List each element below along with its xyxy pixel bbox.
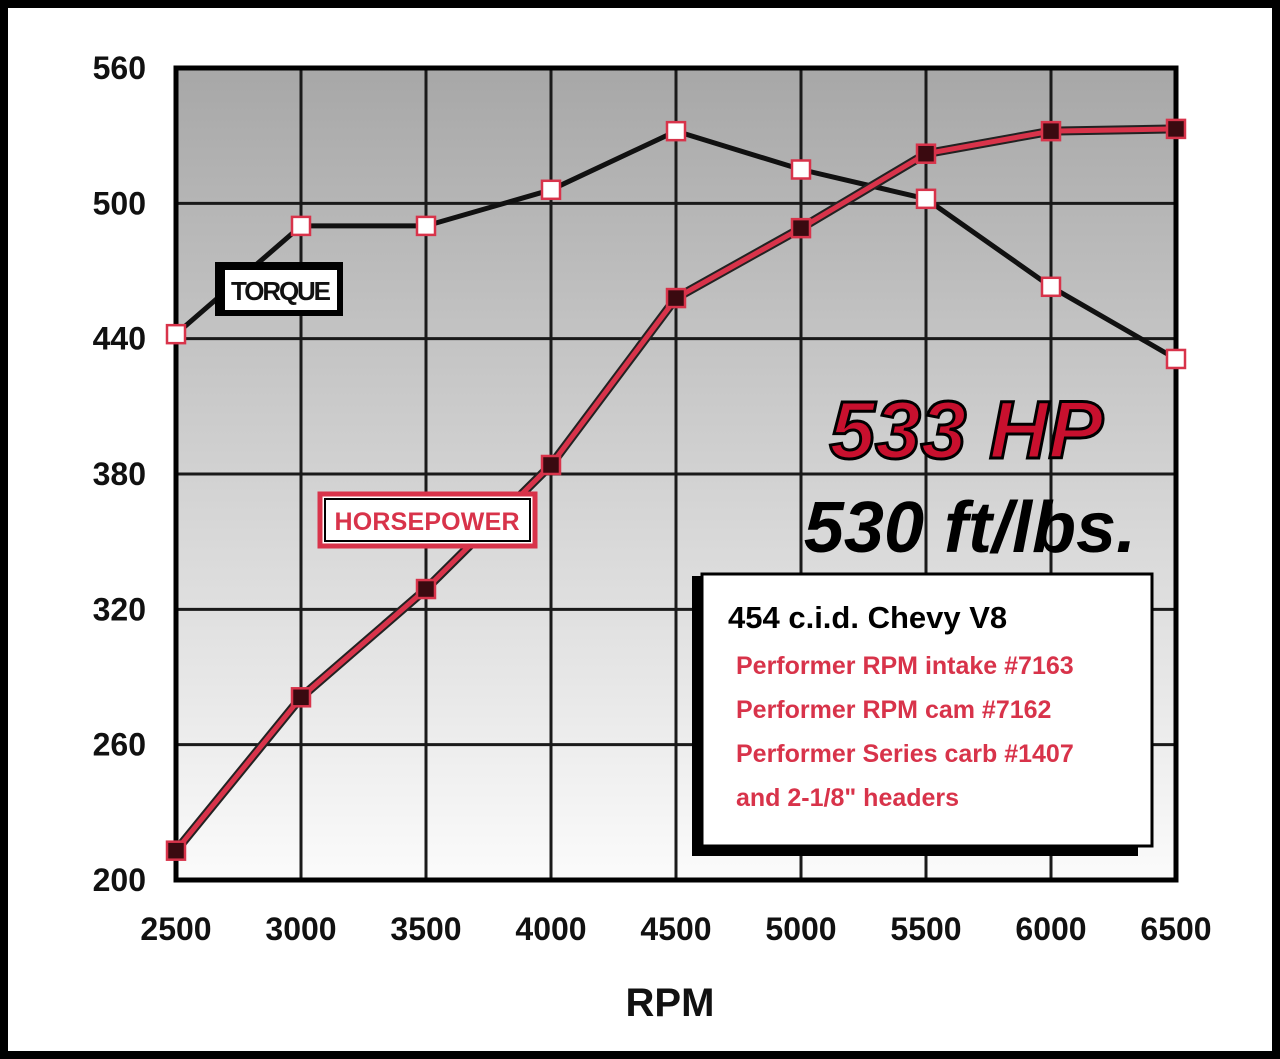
x-tick-label: 6000 (1015, 911, 1086, 947)
data-point-marker (1165, 348, 1187, 370)
series-layer (165, 118, 1187, 861)
x-axis-ticks: 2500 3000 3500 4000 4500 5000 5500 6000 6500 (140, 911, 1211, 947)
x-tick-label: 4500 (640, 911, 711, 947)
y-tick-label: 500 (93, 185, 146, 221)
dyno-chart: 200 260 320 380 440 500 560 2500 3000 3500 4000 45… (93, 50, 1212, 1025)
x-tick-label: 3500 (390, 911, 461, 947)
data-point-marker (415, 578, 437, 600)
headline-hp: 533 HP (829, 385, 1103, 476)
data-point-marker (1040, 120, 1062, 142)
data-point-marker (540, 179, 562, 201)
x-tick-label: 4000 (515, 911, 586, 947)
data-point-marker (915, 143, 937, 164)
spec-line: Performer Series carb #1407 (736, 740, 1074, 768)
series-horsepower (165, 118, 1187, 861)
data-point-marker (790, 217, 812, 239)
torque-label: TORQUE (231, 276, 331, 306)
y-tick-label: 440 (93, 321, 146, 357)
data-point-marker (1165, 118, 1187, 140)
data-point-marker (290, 215, 312, 237)
x-tick-label: 5000 (765, 911, 836, 947)
plot-border (173, 65, 1179, 883)
y-tick-label: 260 (93, 727, 146, 763)
x-tick-label: 5500 (890, 911, 961, 947)
data-point-marker (1040, 276, 1062, 298)
y-tick-label: 320 (93, 591, 146, 627)
data-point-marker (790, 159, 812, 180)
data-point-marker (165, 840, 187, 861)
y-tick-label: 200 (93, 862, 146, 898)
data-point-marker (540, 454, 562, 476)
torque-label-box: TORQUE (215, 262, 343, 316)
data-point-marker (415, 215, 437, 237)
spec-line: and 2-1/8" headers (736, 784, 959, 812)
spec-line: Performer RPM intake #7163 (736, 652, 1074, 680)
data-point-marker (290, 687, 312, 708)
series-torque (165, 120, 1187, 370)
spec-box: 454 c.i.d. Chevy V8 Performer RPM intake… (692, 572, 1154, 856)
x-tick-label: 2500 (140, 911, 211, 947)
horsepower-label: HORSEPOWER (335, 508, 520, 536)
y-tick-label: 380 (93, 456, 146, 492)
x-axis-label: RPM (626, 981, 715, 1025)
spec-line: Performer RPM cam #7162 (736, 696, 1051, 724)
data-point-marker (665, 120, 687, 142)
x-tick-label: 6500 (1140, 911, 1211, 947)
data-point-marker (165, 323, 187, 345)
headline-torque: 530 ft/lbs. (804, 488, 1136, 568)
data-point-marker (665, 287, 687, 309)
y-axis-ticks: 200 260 320 380 440 500 560 (93, 50, 146, 898)
y-tick-label: 560 (93, 50, 146, 86)
x-tick-label: 3000 (265, 911, 336, 947)
data-point-marker (915, 188, 937, 210)
horsepower-label-box: HORSEPOWER (317, 491, 538, 549)
spec-title: 454 c.i.d. Chevy V8 (728, 600, 1007, 635)
